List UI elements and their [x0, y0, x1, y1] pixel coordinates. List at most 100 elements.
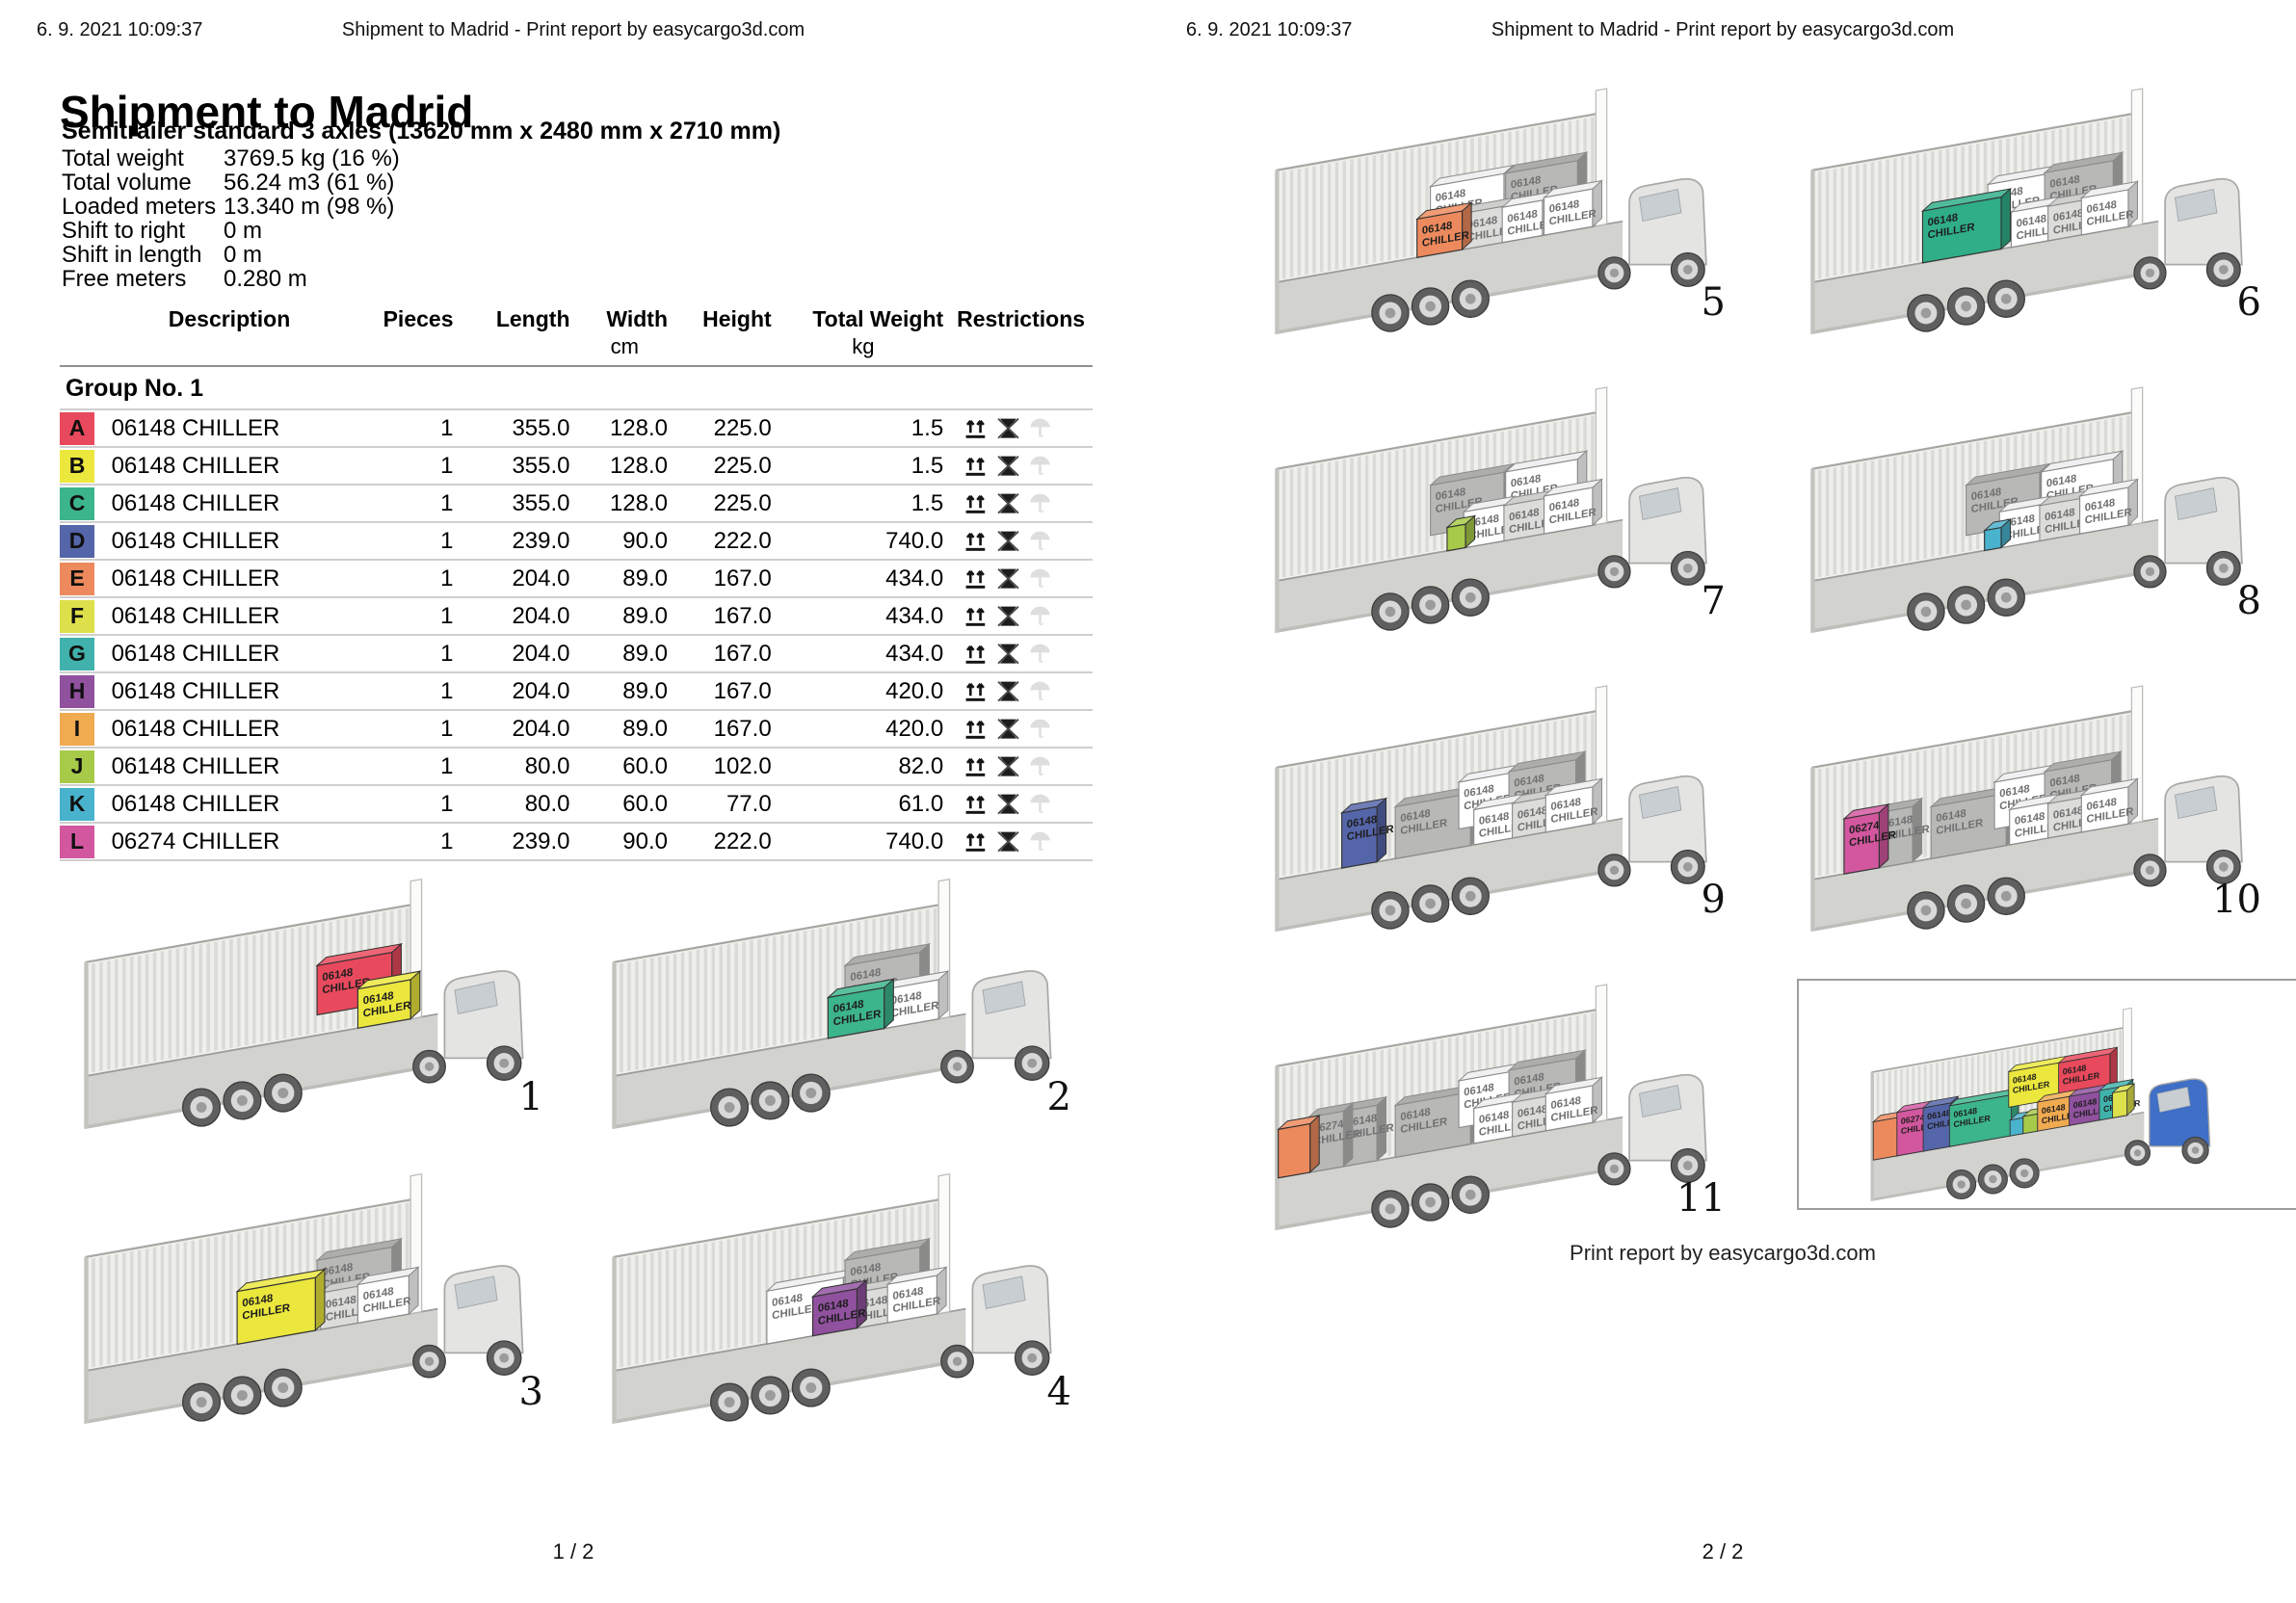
item-length: 355.0	[459, 484, 576, 522]
svg-text:06148: 06148	[892, 1285, 923, 1302]
restriction-icons	[964, 453, 1093, 479]
item-weight: 434.0	[777, 634, 950, 672]
stat-row: Loaded meters 13.340 m (98 %)	[62, 195, 400, 219]
item-height: 167.0	[673, 596, 778, 635]
page-1-header: 6. 9. 2021 10:09:37 Shipment to Madrid -…	[0, 19, 1147, 44]
item-height: 77.0	[673, 784, 778, 823]
svg-text:06148: 06148	[2053, 804, 2083, 821]
keep-dry-icon	[1030, 794, 1050, 814]
item-height: 167.0	[673, 671, 778, 710]
item-description: 06148 CHILLER	[99, 484, 359, 522]
keep-dry-icon	[1030, 756, 1050, 776]
truck-illustration: 06148CHILLER06148CHILLER06148CHILLER0614…	[1275, 386, 1707, 634]
svg-text:06148: 06148	[1551, 1095, 1581, 1112]
cargo-table: Description Pieces Length Width Height T…	[60, 306, 1093, 861]
stat-label: Free meters	[62, 266, 187, 292]
svg-text:06148: 06148	[1422, 221, 1452, 237]
figure-number: 4	[1046, 1370, 1071, 1414]
truck-cab	[1628, 1073, 1707, 1183]
this-way-up-icon	[965, 645, 986, 664]
item-weight: 420.0	[777, 671, 950, 710]
col-header-pieces: Pieces	[383, 306, 454, 331]
stat-label: Shift in length	[62, 242, 202, 268]
figure-number: 9	[1701, 878, 1726, 922]
keep-dry-icon	[1030, 644, 1050, 664]
truck-illustration: 06148CHILLER06148CHILLER06148CHILLER0614…	[84, 1172, 524, 1425]
print-caption: Print report by easycargo3d.com	[1570, 1241, 1876, 1265]
svg-text:06274: 06274	[1849, 820, 1880, 837]
item-pieces: 1	[358, 709, 460, 748]
svg-text:06148: 06148	[1999, 783, 2029, 800]
col-header-restrictions: Restrictions	[957, 306, 1086, 331]
page-2: 6. 9. 2021 10:09:37 Shipment to Madrid -…	[1149, 0, 2296, 1603]
stat-label: Shift to right	[62, 218, 186, 244]
keep-dry-icon	[1030, 719, 1050, 739]
item-weight: 434.0	[777, 559, 950, 597]
table-row: H 06148 CHILLER 1 204.0 89.0 167.0 420.0	[60, 671, 1093, 710]
svg-text:06148: 06148	[1464, 783, 1493, 800]
units-row: cm kg	[60, 334, 1093, 366]
svg-text:06148: 06148	[2045, 507, 2074, 523]
stat-value: 0 m	[224, 218, 263, 244]
truck-cab	[443, 970, 524, 1081]
header-doc-title: Shipment to Madrid - Print report by eas…	[1491, 19, 1955, 40]
units-cm: cm	[610, 334, 639, 358]
truck-step-figure: 06148CHILLER06148CHILLER06148CHILLER0614…	[50, 1139, 570, 1428]
truck-step-figure: 06148CHILLER06148CHILLER06148CHILLER0614…	[1778, 54, 2288, 338]
restriction-icons	[964, 565, 1093, 591]
item-letter-chip: K	[60, 787, 94, 821]
cargo-box	[2111, 1083, 2136, 1118]
cargo-box	[1445, 514, 1477, 552]
page-1: 6. 9. 2021 10:09:37 Shipment to Madrid -…	[0, 0, 1147, 1603]
restriction-icons	[964, 528, 1093, 554]
svg-text:06148: 06148	[850, 967, 881, 985]
item-weight: 61.0	[777, 784, 950, 823]
truck-illustration: 06148CHILLER06148CHILLER06148CHILLER0614…	[1810, 386, 2243, 634]
table-row: G 06148 CHILLER 1 204.0 89.0 167.0 434.0	[60, 634, 1093, 672]
truck-steps-grid-page2: 06148CHILLER06148CHILLER06148CHILLER0614…	[1242, 54, 2296, 1258]
svg-text:06148: 06148	[2015, 811, 2045, 828]
truck-illustration: 06148CHILLER06148CHILLER06148CHILLER0614…	[1275, 685, 1707, 933]
item-height: 222.0	[673, 521, 778, 560]
item-width: 60.0	[575, 784, 674, 823]
restriction-icons	[964, 753, 1093, 779]
figure-number: 7	[1701, 579, 1726, 623]
svg-text:06148: 06148	[1549, 198, 1579, 215]
cargo-box	[1983, 517, 2013, 552]
svg-text:06148: 06148	[1479, 811, 1509, 828]
svg-text:06148: 06148	[2087, 199, 2117, 216]
svg-text:06148: 06148	[2073, 1096, 2098, 1110]
item-pieces: 1	[358, 521, 460, 560]
svg-text:06148: 06148	[2046, 473, 2076, 489]
truck-illustration: 06274CHILLER06148CHILLER06148CHILLER0614…	[1870, 1007, 2211, 1201]
svg-text:06148: 06148	[1927, 1108, 1951, 1121]
item-letter-chip: A	[60, 411, 94, 445]
item-letter-chip: H	[60, 674, 94, 708]
item-width: 89.0	[575, 596, 674, 635]
svg-text:06148: 06148	[326, 1294, 356, 1311]
this-way-up-icon	[965, 683, 986, 701]
svg-text:06148: 06148	[1436, 486, 1465, 503]
svg-text:06148: 06148	[2053, 207, 2083, 223]
item-description: 06148 CHILLER	[99, 521, 359, 560]
svg-text:06148: 06148	[1883, 814, 1913, 830]
this-way-up-icon	[965, 796, 986, 814]
item-letter-chip: D	[60, 524, 94, 558]
stat-row: Free meters 0.280 m	[62, 267, 400, 291]
restriction-icons	[964, 828, 1093, 854]
svg-text:06148: 06148	[2049, 173, 2079, 190]
truck-cab	[971, 970, 1052, 1081]
keep-dry-icon	[1030, 568, 1050, 589]
figure-number: 10	[2212, 878, 2261, 922]
